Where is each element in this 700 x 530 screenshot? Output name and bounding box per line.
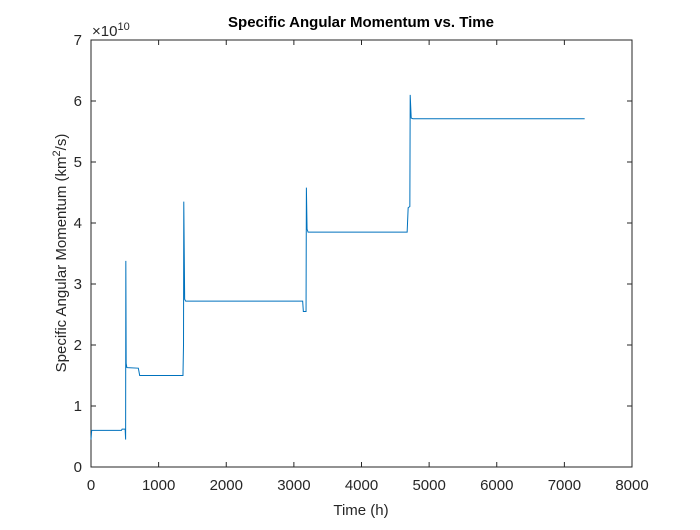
x-tick-label: 1000 [142,477,175,494]
y-tick-label: 1 [74,398,82,415]
x-axis-label: Time (h) [333,502,388,519]
x-tick-label: 3000 [277,477,310,494]
y-multiplier-base: ×10 [92,23,117,40]
y-tick-label: 2 [74,337,82,354]
y-tick-label: 0 [74,459,82,476]
y-tick-label: 5 [74,154,82,171]
y-multiplier: ×1010 [92,21,130,40]
y-axis-label-superscript: 2 [51,150,63,156]
data-line [90,94,585,440]
x-tick-label: 5000 [412,477,445,494]
x-tick-label: 8000 [615,477,648,494]
x-tick-label: 7000 [548,477,581,494]
y-multiplier-exponent: 10 [117,21,129,33]
y-tick-label: 7 [74,32,82,49]
x-tick-label: 0 [87,477,95,494]
y-tick-label: 6 [74,93,82,110]
y-axis-label-part: /s) [53,134,70,151]
x-tick-label: 4000 [345,477,378,494]
y-axis-label: Specific Angular Momentum (km2/s) [51,134,70,373]
chart-title: Specific Angular Momentum vs. Time [228,14,494,31]
y-tick-label: 4 [74,215,82,232]
y-tick-label: 3 [74,276,82,293]
x-tick-label: 6000 [480,477,513,494]
y-axis-label-part: Specific Angular Momentum (km [53,156,70,372]
x-tick-label: 2000 [210,477,243,494]
plot-box [90,39,633,468]
